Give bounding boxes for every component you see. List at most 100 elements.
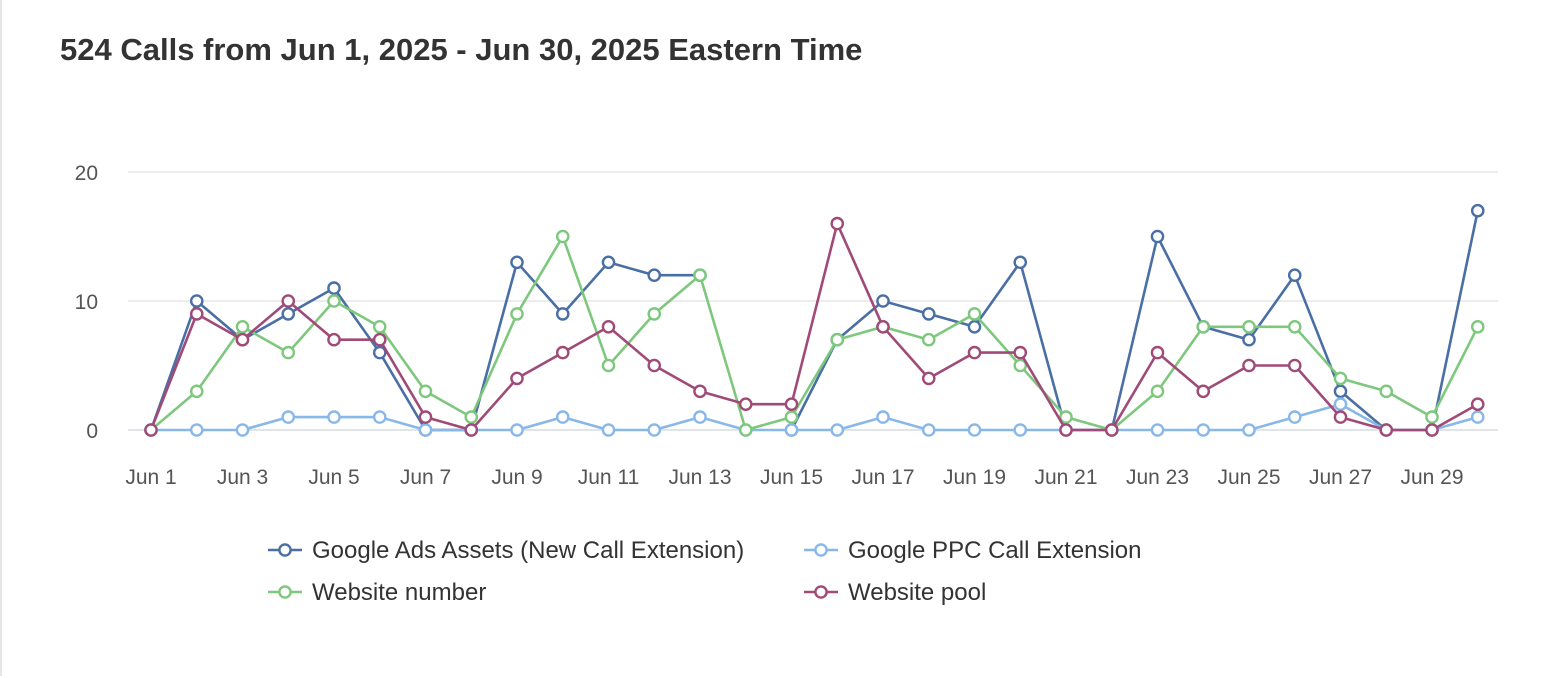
data-point: [601, 319, 616, 334]
data-point: [281, 410, 296, 424]
y-tick-label: 10: [75, 291, 98, 314]
data-point: [1242, 319, 1256, 334]
data-point: [327, 332, 341, 347]
data-point: [647, 423, 662, 437]
data-point: [830, 423, 845, 437]
x-tick-label: Jun 25: [1217, 466, 1280, 489]
data-point: [235, 319, 250, 334]
chart-title: 524 Calls from Jun 1, 2025 - Jun 30, 202…: [60, 32, 863, 67]
data-point: [189, 384, 204, 399]
data-point: [693, 268, 707, 283]
x-tick-label: Jun 15: [760, 466, 823, 489]
data-point: [601, 255, 616, 270]
legend-item[interactable]: Google PPC Call Extension: [804, 537, 1141, 564]
series-line: [149, 209, 1480, 432]
data-point: [1242, 332, 1256, 347]
data-point: [327, 410, 341, 424]
data-point: [281, 294, 296, 308]
data-point: [281, 307, 296, 321]
data-point: [189, 307, 204, 321]
x-tick-label: Jun 11: [578, 466, 640, 489]
legend-marker: [278, 543, 292, 557]
data-point: [1470, 410, 1485, 424]
data-point: [967, 345, 982, 360]
data-point: [601, 423, 616, 437]
data-point: [647, 268, 662, 283]
x-tick-label: Jun 5: [308, 466, 359, 489]
series-google-ads-assets-new-call-extension: [144, 203, 1485, 437]
data-point: [1196, 423, 1211, 437]
data-point: [510, 371, 524, 386]
data-point: [1150, 384, 1165, 399]
series-website-pool: [144, 216, 1485, 437]
data-point: [555, 345, 570, 360]
data-point: [555, 410, 570, 424]
x-tick-label: Jun 7: [400, 466, 451, 489]
series-line: [149, 402, 1480, 432]
legend-item[interactable]: Google Ads Assets (New Call Extension): [268, 537, 744, 564]
data-point: [738, 423, 753, 437]
data-point: [1287, 319, 1302, 334]
data-point: [327, 294, 341, 308]
data-point: [1150, 229, 1165, 244]
data-point: [1379, 384, 1394, 399]
data-point: [784, 410, 799, 424]
data-point: [1242, 358, 1256, 373]
legend-item[interactable]: Website pool: [804, 579, 986, 606]
data-point: [144, 423, 158, 437]
x-tick-label: Jun 21: [1034, 466, 1097, 489]
series-line: [149, 235, 1480, 432]
data-point: [601, 358, 616, 373]
data-point: [1287, 358, 1302, 373]
data-point: [921, 371, 936, 386]
data-point: [647, 358, 662, 373]
data-point: [967, 319, 982, 334]
data-point: [1059, 423, 1073, 437]
legend-label: Google PPC Call Extension: [848, 537, 1141, 564]
x-tick-label: Jun 9: [491, 466, 542, 489]
legend-label: Google Ads Assets (New Call Extension): [312, 537, 744, 564]
y-tick-label: 20: [75, 162, 98, 185]
data-point: [1470, 397, 1485, 412]
data-point: [418, 384, 433, 399]
data-point: [418, 410, 433, 424]
data-point: [189, 423, 204, 437]
data-point: [327, 281, 341, 295]
x-tick-label: Jun 1: [125, 466, 176, 489]
data-point: [418, 423, 433, 437]
x-tick-label: Jun 3: [217, 466, 268, 489]
data-point: [1150, 423, 1165, 437]
data-point: [464, 410, 479, 424]
x-tick-label: Jun 13: [668, 466, 731, 489]
data-point: [555, 229, 570, 244]
legend-item[interactable]: Website number: [268, 579, 486, 606]
data-point: [1333, 371, 1348, 386]
data-point: [693, 384, 707, 399]
data-point: [1196, 384, 1211, 399]
data-point: [1196, 319, 1211, 334]
data-point: [921, 332, 936, 347]
data-point: [1150, 345, 1165, 360]
data-point: [464, 423, 479, 437]
series-google-ppc-call-extension: [144, 397, 1485, 437]
data-point: [1425, 410, 1439, 424]
data-point: [1333, 397, 1348, 412]
data-point: [921, 423, 936, 437]
data-point: [372, 332, 387, 347]
x-tick-label: Jun 27: [1309, 466, 1372, 489]
data-point: [281, 345, 296, 360]
legend-marker: [278, 585, 292, 599]
data-point: [1287, 268, 1302, 283]
legend-label: Website number: [312, 579, 486, 606]
data-point: [738, 397, 753, 412]
data-point: [1013, 255, 1028, 270]
data-point: [235, 332, 250, 347]
data-point: [1013, 358, 1028, 373]
data-point: [510, 255, 524, 270]
data-point: [189, 294, 204, 308]
data-point: [967, 423, 982, 437]
data-point: [876, 410, 890, 424]
data-point: [372, 410, 387, 424]
data-point: [1104, 423, 1119, 437]
data-point: [1013, 423, 1028, 437]
